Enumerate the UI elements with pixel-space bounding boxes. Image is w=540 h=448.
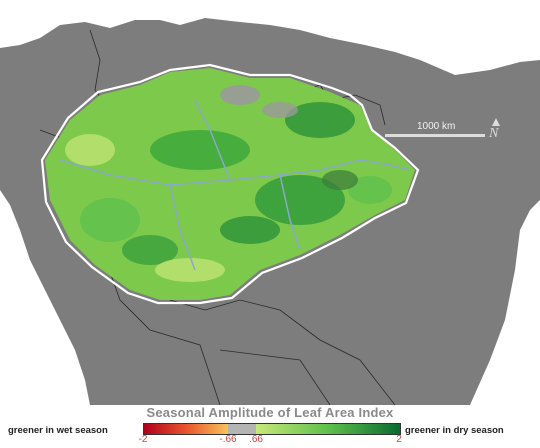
scale-bar-line bbox=[385, 134, 485, 137]
legend: Seasonal Amplitude of Leaf Area Index gr… bbox=[0, 405, 540, 448]
basin-boundary bbox=[40, 63, 420, 305]
scale-bar: 1000 km N bbox=[385, 118, 525, 142]
colorbar-neutral-segment bbox=[228, 424, 256, 434]
north-arrow-icon: N bbox=[487, 118, 505, 142]
pacific-ocean bbox=[0, 190, 90, 405]
atlantic-ocean bbox=[470, 60, 540, 405]
map-canvas bbox=[0, 0, 540, 405]
legend-tick: -2 bbox=[138, 434, 148, 445]
caribbean-ocean bbox=[0, 0, 540, 75]
rivers bbox=[59, 99, 411, 271]
north-arrow-letter: N bbox=[489, 126, 499, 141]
map: 1000 km N bbox=[0, 0, 540, 405]
legend-left-label: greener in wet season bbox=[8, 425, 108, 436]
legend-tick: .66 bbox=[249, 434, 263, 445]
legend-colorbar bbox=[143, 423, 401, 435]
legend-tick: -.66 bbox=[219, 434, 237, 445]
colorbar-wet-segment bbox=[144, 424, 228, 434]
vegetation-texture bbox=[65, 85, 392, 282]
legend-title: Seasonal Amplitude of Leaf Area Index bbox=[146, 405, 394, 420]
north-arrow-head bbox=[492, 118, 500, 126]
legend-tick: 2 bbox=[396, 434, 402, 445]
scale-bar-label: 1000 km bbox=[417, 121, 456, 132]
colorbar-dry-segment bbox=[256, 424, 400, 434]
legend-right-label: greener in dry season bbox=[405, 425, 504, 436]
